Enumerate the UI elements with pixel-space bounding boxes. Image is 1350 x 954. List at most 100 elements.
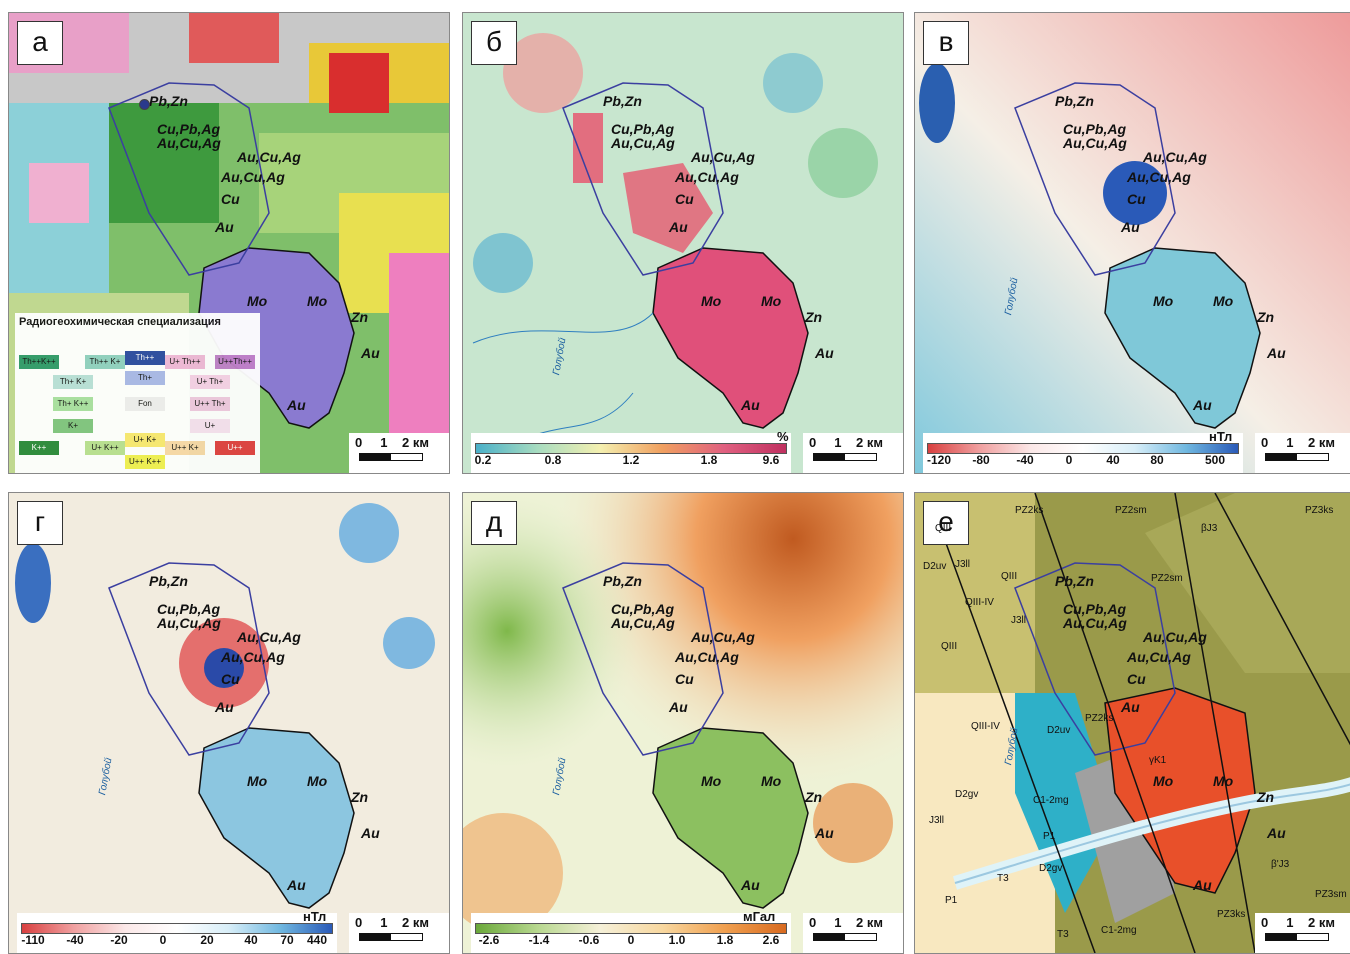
geo-label: D2uv [923, 561, 947, 572]
deposit-label: Au,Cu,Ag [237, 629, 301, 645]
deposit-label: Au,Cu,Ag [611, 135, 675, 151]
geo-label: QIII [1001, 571, 1018, 582]
scale-two: 2 км [855, 435, 883, 450]
colorbar-tick: 80 [1150, 453, 1164, 467]
legend-cell: U++ [215, 441, 255, 455]
deposit-label: Pb,Zn [603, 93, 642, 109]
panel-g: г Pb,Zn Cu,Pb,Ag Au,Cu,Ag Au,Cu,Ag Au,Cu… [8, 492, 450, 954]
colorbar-tick: 0 [1065, 453, 1073, 467]
deposit-label: Au,Cu,Ag [691, 629, 755, 645]
panel-label: д [471, 501, 517, 545]
geo-label: C1-2mg [1101, 925, 1137, 936]
geo-label: PZ2ks [1015, 505, 1044, 516]
deposit-label: Au [1193, 397, 1212, 413]
geo-label: β'J3 [1271, 859, 1290, 870]
scale-one: 1 [380, 915, 388, 930]
deposit-label: Au [1267, 345, 1286, 361]
geo-label: PZ3ks [1305, 505, 1334, 516]
colorbar-unit: % [777, 429, 789, 444]
legend-cell: Th+ [125, 371, 165, 385]
deposit-label: Zn [351, 309, 369, 325]
colorbar-tick: 440 [306, 933, 328, 947]
deposit-label: Au,Cu,Ag [157, 615, 221, 631]
deposit-label: Au [741, 397, 760, 413]
legend-cell: K++ [19, 441, 59, 455]
scale-two: 2 км [1307, 915, 1335, 930]
colorbar-tick: -1.4 [528, 933, 550, 947]
scale-two: 2 км [1307, 435, 1335, 450]
deposit-label: Zn [805, 309, 823, 325]
geo-label: D2gv [955, 789, 979, 800]
scale-zero: 0 [1261, 435, 1269, 450]
geo-label: βJ3 [1201, 523, 1218, 534]
colorbar-tick: 1.0 [668, 933, 686, 947]
scale-bar: 0 1 2 км [803, 913, 903, 953]
panel-label: а [17, 21, 63, 65]
legend-cell: Th++K++ [19, 355, 59, 369]
deposit-label: Au [815, 345, 834, 361]
scale-zero: 0 [355, 915, 363, 930]
deposit-label: Cu,Pb,Ag [1063, 121, 1126, 137]
geo-label: PZ2ks [1085, 713, 1114, 724]
deposit-label: Au [1121, 699, 1140, 715]
legend-title: Радиогеохимическая специализация [19, 316, 221, 328]
deposit-label: Cu,Pb,Ag [611, 601, 674, 617]
deposit-label: Mo [1153, 293, 1174, 309]
deposit-label: Cu [675, 191, 694, 207]
scale-two: 2 км [401, 435, 429, 450]
deposit-label: Au [215, 699, 234, 715]
gravity-map [463, 493, 903, 953]
geology-map [915, 493, 1350, 953]
geo-label: J3ll [1011, 615, 1027, 626]
deposit-label: Au,Cu,Ag [611, 615, 675, 631]
deposit-label: Mo [701, 293, 722, 309]
deposit-label: Cu [221, 191, 240, 207]
legend-cell: U++ K+ [165, 441, 205, 455]
legend-cell: Th+ K++ [53, 397, 93, 411]
deposit-label: Cu [1127, 191, 1146, 207]
deposit-label: Cu [221, 671, 240, 687]
colorbar-tick: -120 [926, 453, 952, 467]
colorbar-tick: 1.8 [700, 453, 718, 467]
panel-label: б [471, 21, 517, 65]
colorbar-tick: -40 [1016, 453, 1034, 467]
colorbar-tick: -40 [66, 933, 84, 947]
legend-cell: U+ Th++ [165, 355, 205, 369]
scale-zero: 0 [809, 915, 817, 930]
legend-cell: Th++ K+ [85, 355, 125, 369]
magnetic-map [915, 13, 1350, 473]
deposit-label: Au [287, 877, 306, 893]
scale-bar: 0 1 2 км [803, 433, 903, 473]
geo-label: T3 [997, 873, 1009, 884]
deposit-label: Au,Cu,Ag [691, 149, 755, 165]
scale-two: 2 км [855, 915, 883, 930]
colorbar: нТл -120 -80 -40 0 40 80 500 [923, 429, 1243, 473]
scale-zero: 0 [809, 435, 817, 450]
scale-bar: 0 1 2 км [349, 433, 449, 473]
panel-a: а Радиогеохимическая специализация Th++K… [8, 12, 450, 474]
geo-label: QIII-IV [971, 721, 1000, 732]
panel-label: е [923, 501, 969, 545]
panel-d: д Pb,Zn Cu,Pb,Ag Au,Cu,Ag Au,Cu,Ag Au,Cu… [462, 492, 904, 954]
scale-one: 1 [1286, 915, 1294, 930]
geo-label: PZ2sm [1115, 505, 1147, 516]
legend-cell: K+ [53, 419, 93, 433]
deposit-label: Au,Cu,Ag [1127, 169, 1191, 185]
colorbar-tick: -110 [21, 933, 45, 947]
deposit-label: Pb,Zn [1055, 573, 1094, 589]
colorbar-unit: нТл [1209, 429, 1233, 444]
deposit-label: Cu,Pb,Ag [157, 601, 220, 617]
colorbar-tick: -2.6 [478, 933, 500, 947]
colorbar-tick: -80 [972, 453, 990, 467]
colorbar-tick: 0.2 [474, 453, 492, 467]
legend-cell: U++Th++ [215, 355, 255, 369]
colorbar-tick: 9.6 [762, 453, 780, 467]
geo-label: T3 [1057, 929, 1069, 940]
deposit-label: Cu,Pb,Ag [611, 121, 674, 137]
legend-cell: Th++ [125, 351, 165, 365]
scale-bar: 0 1 2 км [349, 913, 449, 953]
deposit-label: Zn [1257, 789, 1275, 805]
colorbar-tick: 0 [627, 933, 635, 947]
panel-label: в [923, 21, 969, 65]
colorbar-unit: мГал [743, 909, 776, 924]
